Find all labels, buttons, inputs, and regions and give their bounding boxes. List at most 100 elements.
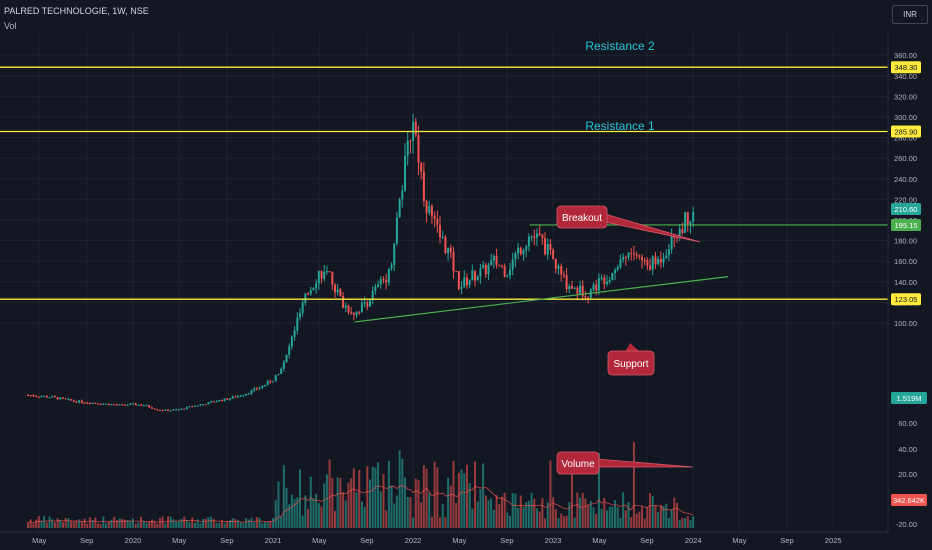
candle-body [35, 396, 38, 398]
volume-bar [676, 502, 679, 528]
volume-bar [239, 522, 242, 528]
volume-bar [371, 466, 374, 528]
currency-button[interactable]: INR [892, 5, 928, 24]
candle-body [37, 396, 40, 398]
candle-body [293, 330, 296, 337]
volume-bar [444, 517, 447, 528]
candle-body [129, 403, 132, 406]
candle-body [153, 408, 156, 410]
candle-body [579, 285, 582, 294]
candle-body [234, 396, 237, 398]
candle-body [80, 400, 83, 403]
volume-bar [167, 516, 170, 528]
candle-body [161, 410, 164, 412]
volume-bar [328, 459, 331, 528]
time-tick-label: 2021 [265, 536, 282, 545]
volume-bar [323, 483, 326, 528]
candle-body [371, 290, 374, 301]
volume-bar [616, 507, 619, 528]
candle-body [398, 199, 401, 218]
volume-bar [191, 517, 194, 528]
candle-body [509, 269, 512, 276]
volume-bar [350, 478, 353, 528]
candle-body [385, 279, 388, 283]
candle-body [188, 406, 191, 408]
candle-body [463, 277, 466, 288]
volume-bar [352, 468, 355, 528]
volume-bar [78, 519, 81, 528]
candle-body [616, 267, 619, 270]
volume-bar [417, 480, 420, 528]
volume-bar [562, 516, 565, 528]
candle-body [471, 270, 474, 280]
candle-body [223, 398, 226, 401]
candle-body [272, 381, 275, 383]
candle-body [630, 252, 633, 254]
candle-body [352, 312, 355, 315]
volume-bar [592, 507, 595, 528]
callout-box [556, 205, 608, 229]
volume-bar [465, 464, 468, 528]
volume-bar [535, 508, 538, 528]
candle-body [45, 396, 48, 398]
price-tick-label: 280.00 [894, 134, 917, 143]
price-tag-bg [891, 203, 921, 216]
candle-body [651, 256, 654, 270]
candle-body [495, 255, 498, 265]
candle-body [476, 276, 479, 281]
volume-bar [605, 510, 608, 528]
volume-bar [97, 523, 100, 528]
candle-body [369, 300, 372, 307]
candle-body [452, 251, 455, 272]
volume-callout: Volume [556, 451, 694, 475]
candle-body [199, 404, 202, 406]
candle-body [102, 403, 105, 405]
volume-bar [247, 519, 250, 528]
price-tag-text: 195.15 [895, 221, 918, 230]
volume-bar [530, 492, 533, 528]
candle-body [113, 404, 116, 406]
candle-body [587, 297, 590, 299]
volume-bar [603, 497, 606, 528]
candle-body [468, 279, 471, 286]
candle-body [51, 396, 54, 398]
volume-bar [307, 509, 310, 528]
candle-body [282, 362, 285, 369]
volume-bar [635, 513, 638, 528]
volume-bar [387, 460, 390, 528]
candle-body [247, 393, 250, 395]
volume-bar [226, 521, 229, 528]
price-tag: 123.05 [891, 293, 921, 306]
volume-bar [169, 516, 172, 528]
candle-body [692, 211, 695, 222]
volume-bar [665, 503, 668, 528]
candle-body [269, 381, 272, 383]
candle-body [347, 305, 350, 313]
volume-bar [272, 518, 275, 528]
volume-bar [379, 491, 382, 528]
volume-bar [325, 474, 328, 528]
volume-bar [643, 518, 646, 528]
time-tick-label: 2022 [405, 536, 422, 545]
candles [27, 113, 695, 412]
price-tick-label: 300.00 [894, 113, 917, 122]
volume-tick-label: 40.00 [898, 445, 917, 454]
volume-bar [670, 509, 673, 528]
candle-body [344, 305, 347, 308]
volume-bar [83, 518, 86, 528]
volume-bar [62, 521, 65, 528]
volume-bar [196, 519, 199, 528]
candle-body [492, 255, 495, 261]
candle-body [150, 407, 153, 409]
volume-bar [72, 521, 75, 528]
volume-bar [153, 520, 156, 528]
volume-bar [544, 518, 547, 528]
candle-body [395, 217, 398, 244]
volume-bar [390, 485, 393, 528]
candle-body [597, 278, 600, 291]
candle-body [366, 302, 369, 307]
price-tag-text: 348.30 [895, 63, 918, 72]
candle-body [83, 402, 86, 404]
candle-body [333, 284, 336, 293]
